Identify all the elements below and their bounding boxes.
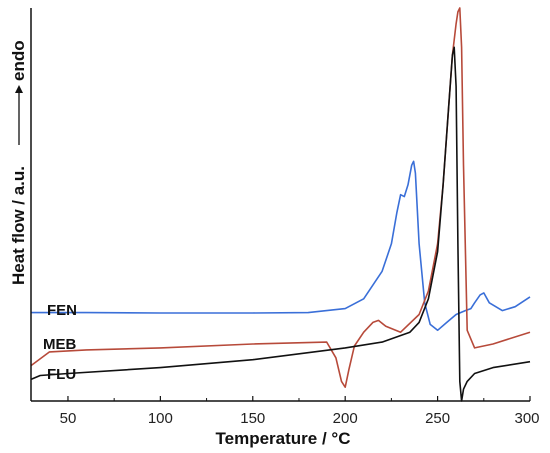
- y-axis-title: Heat flow / a.u.: [9, 166, 28, 285]
- y-axis-title-group: Heat flow / a.u. endo: [9, 40, 28, 285]
- series-line-fen: [31, 160, 531, 332]
- x-tick-label: 50: [60, 410, 77, 427]
- series-line-meb: [30, 7, 531, 389]
- y-axis-endo-label: endo: [9, 40, 28, 81]
- x-tick-label: 100: [148, 410, 173, 427]
- series-label-meb: MEB: [43, 336, 77, 353]
- x-tick-label: 250: [425, 410, 450, 427]
- x-ticks: 50 100 150 200 250 300: [60, 396, 540, 427]
- endo-arrow-head: [15, 85, 23, 93]
- x-tick-label: 300: [514, 410, 539, 427]
- series-label-flu: FLU: [47, 366, 76, 383]
- x-tick-label: 150: [240, 410, 265, 427]
- plot-lines: [30, 7, 531, 402]
- x-tick-label: 200: [333, 410, 358, 427]
- series-line-flu: [30, 46, 531, 402]
- series-label-fen: FEN: [47, 302, 77, 319]
- y-axis-title-text: Heat flow / a.u.: [9, 166, 28, 285]
- x-axis-title: Temperature / °C: [216, 429, 351, 448]
